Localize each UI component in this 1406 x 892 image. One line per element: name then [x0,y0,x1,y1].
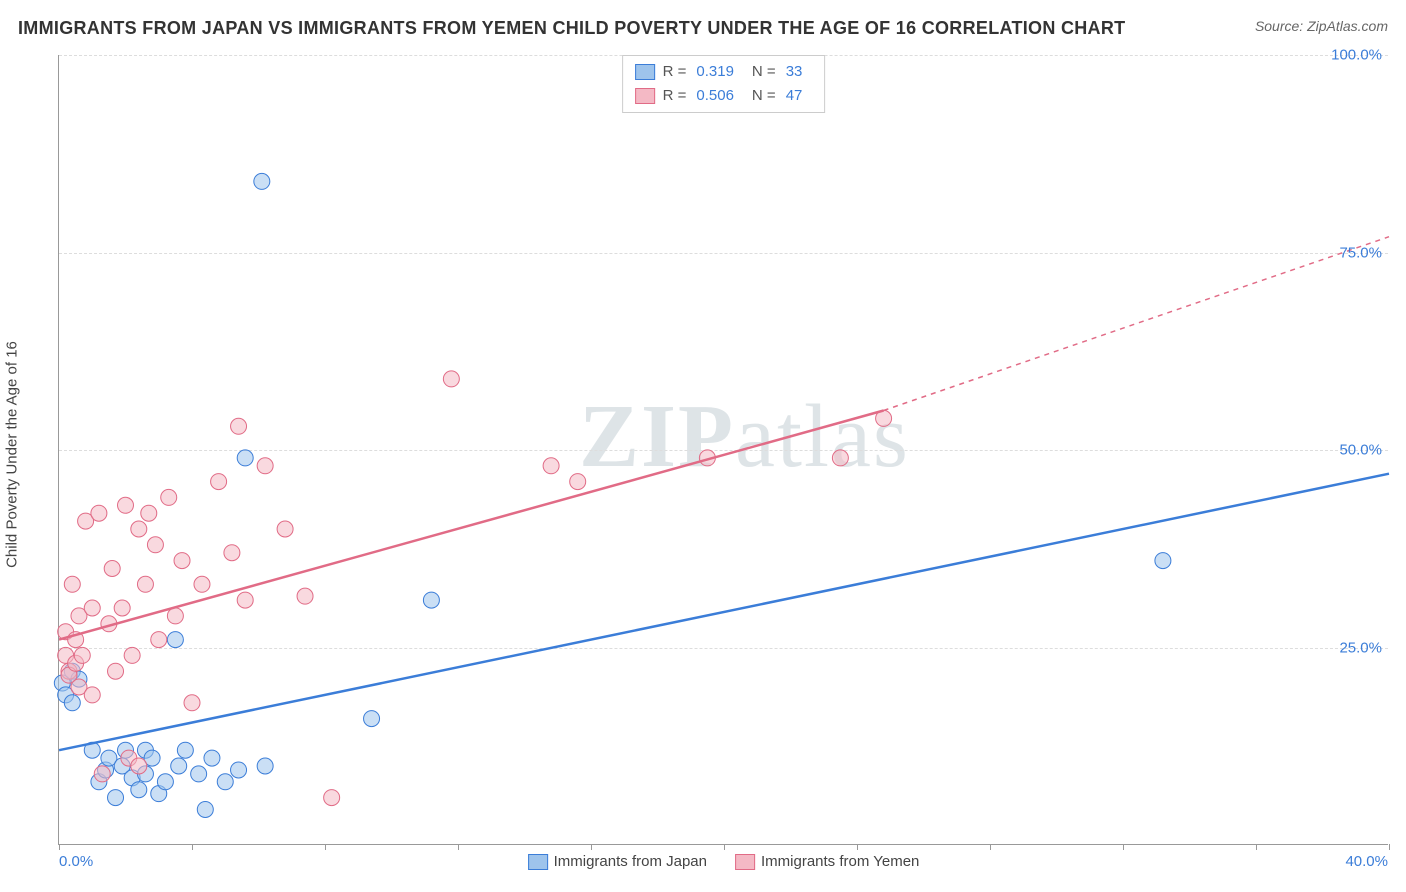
swatch-yemen [635,88,655,104]
n-value-japan: 33 [786,60,803,84]
data-point [231,418,247,434]
y-tick-label: 100.0% [1331,47,1382,64]
data-point [324,790,340,806]
data-point [570,474,586,490]
correlation-legend: R = 0.319 N = 33 R = 0.506 N = 47 [622,55,826,113]
title-bar: IMMIGRANTS FROM JAPAN VS IMMIGRANTS FROM… [18,18,1388,39]
data-point [64,695,80,711]
data-point [91,505,107,521]
data-point [237,450,253,466]
x-tick [990,844,991,850]
data-point [211,474,227,490]
data-point [224,545,240,561]
data-point [141,505,157,521]
legend-item-japan: Immigrants from Japan [528,853,707,870]
data-point [74,647,90,663]
data-point [194,576,210,592]
data-point [423,592,439,608]
data-point [147,537,163,553]
data-point [94,766,110,782]
data-point [237,592,253,608]
legend-row-yemen: R = 0.506 N = 47 [635,84,813,108]
data-point [114,600,130,616]
r-label: R = [663,60,687,84]
swatch-japan-icon [528,854,548,870]
legend-row-japan: R = 0.319 N = 33 [635,60,813,84]
data-point [118,497,134,513]
data-point [84,687,100,703]
data-point [297,588,313,604]
x-tick [1389,844,1390,850]
r-label: R = [663,84,687,108]
x-tick [59,844,60,850]
data-point [174,553,190,569]
y-tick-label: 50.0% [1339,442,1382,459]
data-point [131,521,147,537]
n-label: N = [752,60,776,84]
data-point [151,632,167,648]
data-point [177,742,193,758]
swatch-japan [635,64,655,80]
data-point [108,663,124,679]
data-point [277,521,293,537]
data-point [231,762,247,778]
x-tick [724,844,725,850]
x-axis-min-label: 0.0% [59,853,93,870]
x-tick [591,844,592,850]
data-point [832,450,848,466]
regression-line-extrapolated [884,237,1389,411]
data-point [64,576,80,592]
data-point [1155,553,1171,569]
legend-item-yemen: Immigrants from Yemen [735,853,919,870]
data-point [543,458,559,474]
y-tick-label: 25.0% [1339,639,1382,656]
source-label: Source: ZipAtlas.com [1255,18,1388,34]
data-point [443,371,459,387]
swatch-yemen-icon [735,854,755,870]
x-tick [325,844,326,850]
data-point [167,632,183,648]
data-point [257,758,273,774]
regression-line [59,474,1389,751]
data-point [197,801,213,817]
r-value-yemen: 0.506 [696,84,734,108]
scatter-chart [59,55,1388,844]
data-point [84,600,100,616]
data-point [137,576,153,592]
data-point [157,774,173,790]
n-value-yemen: 47 [786,84,803,108]
x-tick [1256,844,1257,850]
x-axis-max-label: 40.0% [1345,853,1388,870]
data-point [184,695,200,711]
data-point [364,711,380,727]
data-point [257,458,273,474]
data-point [131,782,147,798]
y-axis-label: Child Poverty Under the Age of 16 [4,341,21,568]
r-value-japan: 0.319 [696,60,734,84]
data-point [254,173,270,189]
x-tick [1123,844,1124,850]
data-point [161,489,177,505]
data-point [104,561,120,577]
legend-label-yemen: Immigrants from Yemen [761,853,919,870]
x-tick [458,844,459,850]
data-point [204,750,220,766]
data-point [217,774,233,790]
data-point [167,608,183,624]
x-tick [192,844,193,850]
chart-title: IMMIGRANTS FROM JAPAN VS IMMIGRANTS FROM… [18,18,1125,39]
n-label: N = [752,84,776,108]
data-point [171,758,187,774]
x-tick [857,844,858,850]
y-tick-label: 75.0% [1339,244,1382,261]
legend-label-japan: Immigrants from Japan [554,853,707,870]
data-point [131,758,147,774]
series-legend: Immigrants from Japan Immigrants from Ye… [528,853,920,870]
data-point [124,647,140,663]
plot-area: ZIPatlas R = 0.319 N = 33 R = 0.506 N = … [58,55,1388,845]
data-point [191,766,207,782]
data-point [108,790,124,806]
